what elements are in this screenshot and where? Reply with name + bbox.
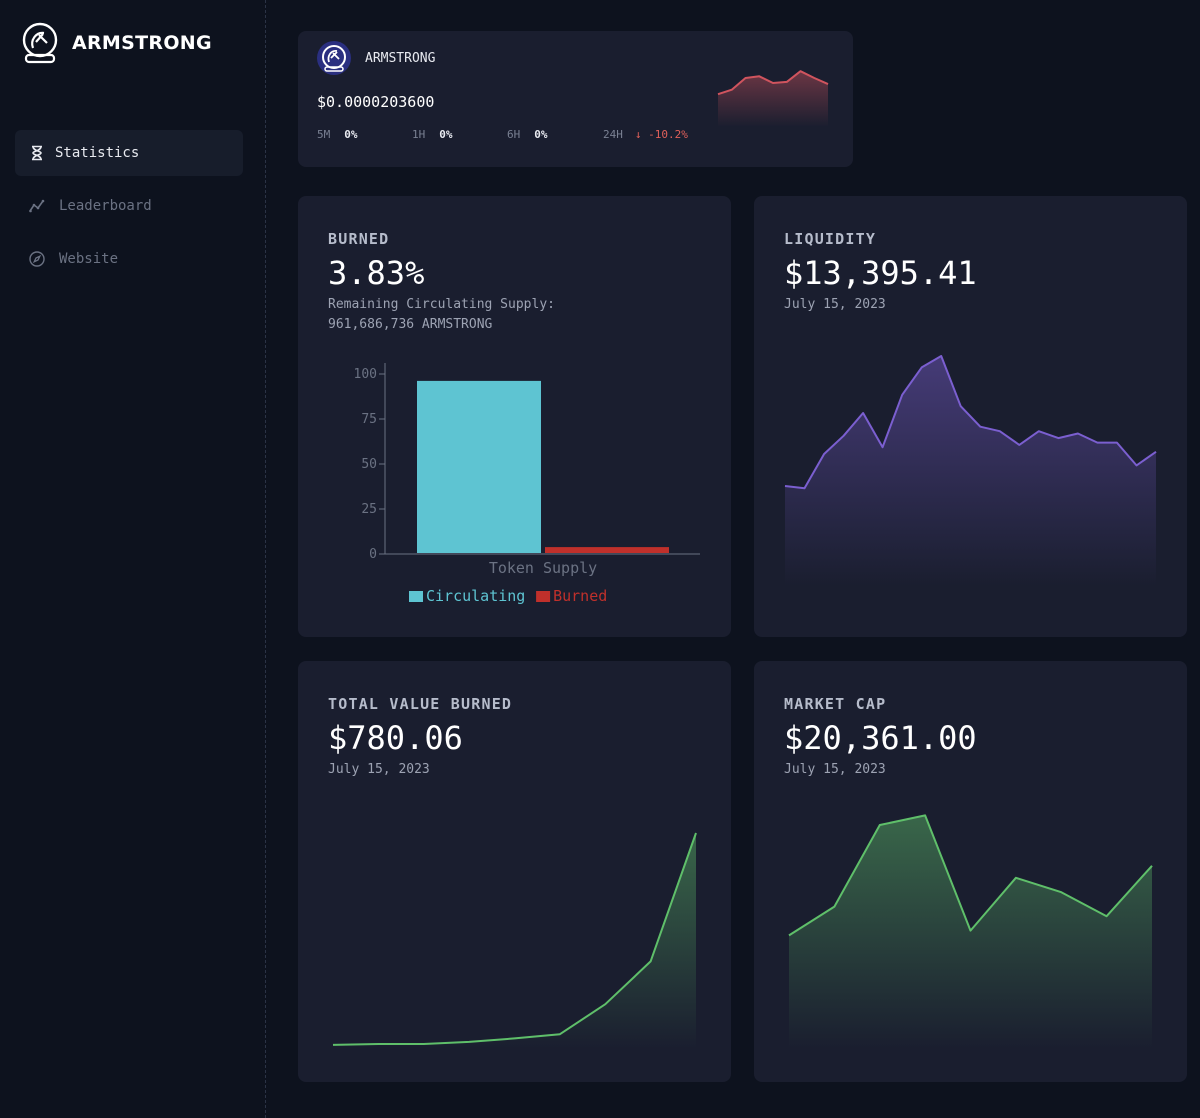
stat-value-text: -10.2% [648,128,688,141]
stat-5m: 5M 0% [317,128,358,141]
sidebar-item-leaderboard[interactable]: Leaderboard [15,183,243,229]
brand[interactable]: ARMSTRONG [20,22,212,64]
liquidity-area-chart [784,355,1157,586]
sparkline-area-fill [718,71,828,127]
card-title: BURNED [328,230,390,248]
ticker-card: ARMSTRONG $0.0000203600 5M 0% 1H 0% 6H 0% 2… [298,31,853,167]
token-logo-icon [317,41,351,75]
liquidity-area-fill [785,356,1156,586]
legend-swatch [536,591,551,602]
legend-swatch [409,591,423,602]
total-value-burned-card: TOTAL VALUE BURNED $780.06 July 15, 2023 [298,661,731,1082]
y-tick-label: 100 [354,367,377,382]
stat-24h: 24H ↓ -10.2% [603,128,688,141]
hourglass-icon [32,145,42,161]
stat-value: 0% [534,128,548,141]
sidebar-item-label: Leaderboard [59,198,152,214]
card-subtitle: Remaining Circulating Supply: 961,686,73… [328,295,555,335]
supply-label: Remaining Circulating Supply: [328,297,555,312]
legend-circulating: Circulating [426,587,525,605]
card-date: July 15, 2023 [784,762,886,777]
brand-name: ARMSTRONG [72,32,212,54]
legend-burned: Burned [553,587,607,605]
market-cap-area-fill [789,815,1152,1049]
card-title: TOTAL VALUE BURNED [328,695,513,713]
card-value: $13,395.41 [784,254,977,292]
stat-value: 0% [344,128,358,141]
sidebar-item-statistics[interactable]: Statistics [15,130,243,176]
stat-label: 1H [412,128,426,141]
card-date: July 15, 2023 [328,762,430,777]
y-tick-label: 50 [361,457,377,472]
burned-card: BURNED 3.83% Remaining Circulating Suppl… [298,196,731,637]
bar-circulating [417,380,541,553]
total-value-burned-area-chart [332,832,697,1049]
market-cap-area-chart [788,814,1153,1049]
stat-6h: 6H 0% [507,128,548,141]
card-value: $780.06 [328,719,463,757]
market-cap-card: MARKET CAP $20,361.00 July 15, 2023 [754,661,1187,1082]
token-name: ARMSTRONG [365,51,436,66]
liquidity-line [784,355,1157,490]
y-tick-label: 75 [361,412,377,427]
liquidity-card: LIQUIDITY $13,395.41 July 15, 2023 [754,196,1187,637]
token-price: $0.0000203600 [317,93,435,111]
sidebar-item-label: Statistics [55,145,140,161]
card-value: $20,361.00 [784,719,977,757]
supply-value: 961,686,736 ARMSTRONG [328,317,493,332]
sidebar-item-label: Website [59,251,119,267]
stat-label: 5M [317,128,331,141]
y-tick-label: 25 [361,502,377,517]
stat-1h: 1H 0% [412,128,453,141]
astronaut-helmet-icon [22,22,58,64]
stat-label: 24H [603,128,623,141]
stat-value: ↓ -10.2% [635,128,688,141]
card-title: MARKET CAP [784,695,887,713]
burned-bar-chart: 0 25 50 75 100 Token Supply Circulating Burned [354,363,700,605]
card-date: July 15, 2023 [784,297,886,312]
stat-label: 6H [507,128,521,141]
bar-burned [545,547,669,553]
card-value: 3.83% [328,254,425,292]
card-title: LIQUIDITY [784,230,877,248]
stat-value: 0% [439,128,453,141]
compass-icon [29,251,45,267]
price-sparkline [717,70,829,127]
tvb-area-fill [333,833,696,1049]
arrow-down-icon: ↓ [634,128,642,141]
sidebar: ARMSTRONG Statistics Leaderboard Website [0,0,266,1118]
x-tick-label: Token Supply [489,559,597,577]
trend-line-icon [29,199,45,213]
sidebar-item-website[interactable]: Website [15,236,243,282]
y-tick-label: 0 [369,547,377,562]
